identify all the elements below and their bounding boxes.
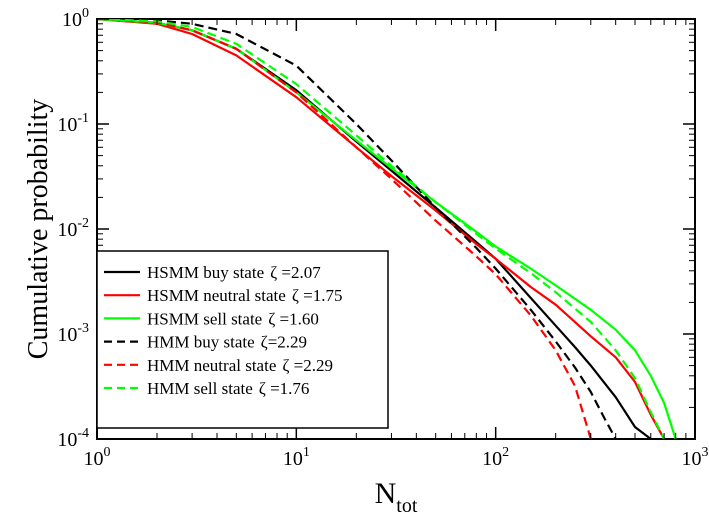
x-tick-label-base: 10 bbox=[482, 448, 502, 470]
ticks-layer bbox=[96, 18, 696, 440]
y-tick-label-exp: 0 bbox=[82, 6, 89, 21]
series-line-4 bbox=[97, 19, 617, 439]
legend-series-name: HSMM neutral state bbox=[147, 286, 286, 305]
x-tick-label-exp: 3 bbox=[702, 445, 709, 460]
legend-entry: HSMM neutral state ζ =1.75 bbox=[104, 286, 342, 305]
legend-entry: HMM neutral state ζ =2.29 bbox=[104, 356, 333, 375]
x-axis-label: Ntot bbox=[375, 477, 418, 517]
x-tick-label-exp: 0 bbox=[104, 445, 111, 460]
legend-entries: HSMM buy state ζ =2.07 HSMM neutral state ζ… bbox=[104, 263, 342, 398]
y-tick-label-base: 10 bbox=[62, 9, 82, 31]
legend-label: HSMM neutral state ζ =1.75 bbox=[147, 286, 342, 305]
series-line-2 bbox=[97, 19, 666, 439]
legend-series-name: HMM sell state bbox=[147, 379, 253, 398]
legend-zeta: ζ =1.76 bbox=[259, 379, 310, 398]
legend-entry: HMM sell state ζ =1.76 bbox=[104, 379, 309, 398]
y-tick-label-exp: -2 bbox=[77, 216, 89, 231]
legend-box bbox=[96, 250, 389, 429]
y-tick-label-base: 10 bbox=[57, 114, 77, 136]
x-tick-label-base: 10 bbox=[283, 448, 303, 470]
y-tick-label: 10-4 bbox=[57, 426, 89, 451]
legend-zeta: ζ =1.75 bbox=[292, 286, 343, 305]
legend-zeta: ζ =2.07 bbox=[270, 263, 321, 282]
y-tick-label: 100 bbox=[62, 6, 89, 31]
legend-zeta: ζ=2.29 bbox=[261, 333, 307, 352]
x-tick-label: 103 bbox=[682, 445, 709, 470]
x-axis-label-sub: tot bbox=[396, 495, 418, 517]
legend: HSMM buy state ζ =2.07 HSMM neutral state ζ… bbox=[96, 250, 389, 429]
y-tick-label-base: 10 bbox=[57, 324, 77, 346]
x-tick-label-exp: 1 bbox=[303, 445, 310, 460]
series-line-5 bbox=[97, 19, 592, 439]
legend-series-name: HMM neutral state bbox=[147, 356, 276, 375]
y-tick-label: 10-3 bbox=[57, 321, 89, 346]
legend-label: HSMM buy state ζ =2.07 bbox=[147, 263, 321, 282]
y-axis-label: Cumulative probability bbox=[23, 99, 54, 360]
y-tick-label-base: 10 bbox=[57, 429, 77, 451]
x-axis-label-main: N bbox=[375, 477, 397, 510]
y-tick-label-base: 10 bbox=[57, 219, 77, 241]
legend-label: HMM sell state ζ =1.76 bbox=[147, 379, 309, 398]
series-line-3 bbox=[97, 19, 677, 439]
legend-entry: HSMM buy state ζ =2.07 bbox=[104, 263, 321, 282]
y-tick-label-exp: -4 bbox=[77, 426, 89, 441]
legend-entry: HSMM sell state ζ =1.60 bbox=[104, 309, 319, 328]
legend-zeta: ζ =2.29 bbox=[282, 356, 333, 375]
x-tick-label-base: 10 bbox=[84, 448, 104, 470]
legend-zeta: ζ =1.60 bbox=[268, 309, 319, 328]
x-tick-label: 102 bbox=[482, 445, 509, 470]
x-tick-label-exp: 2 bbox=[502, 445, 509, 460]
x-tick-label: 101 bbox=[283, 445, 310, 470]
series-line-6 bbox=[97, 19, 666, 439]
y-tick-label: 10-1 bbox=[57, 111, 89, 136]
x-tick-label-base: 10 bbox=[682, 448, 702, 470]
legend-series-name: HSMM buy state bbox=[147, 263, 264, 282]
legend-label: HMM buy state ζ=2.29 bbox=[147, 333, 307, 352]
y-tick-label-exp: -3 bbox=[77, 321, 89, 336]
legend-label: HMM neutral state ζ =2.29 bbox=[147, 356, 333, 375]
legend-entry: HMM buy state ζ=2.29 bbox=[104, 333, 307, 352]
x-tick-label: 100 bbox=[84, 445, 111, 470]
legend-series-name: HSMM sell state bbox=[147, 309, 262, 328]
legend-label: HSMM sell state ζ =1.60 bbox=[147, 309, 319, 328]
series-layer bbox=[97, 19, 677, 439]
legend-series-name: HMM buy state bbox=[147, 333, 255, 352]
y-tick-label: 10-2 bbox=[57, 216, 89, 241]
y-tick-label-exp: -1 bbox=[77, 111, 89, 126]
